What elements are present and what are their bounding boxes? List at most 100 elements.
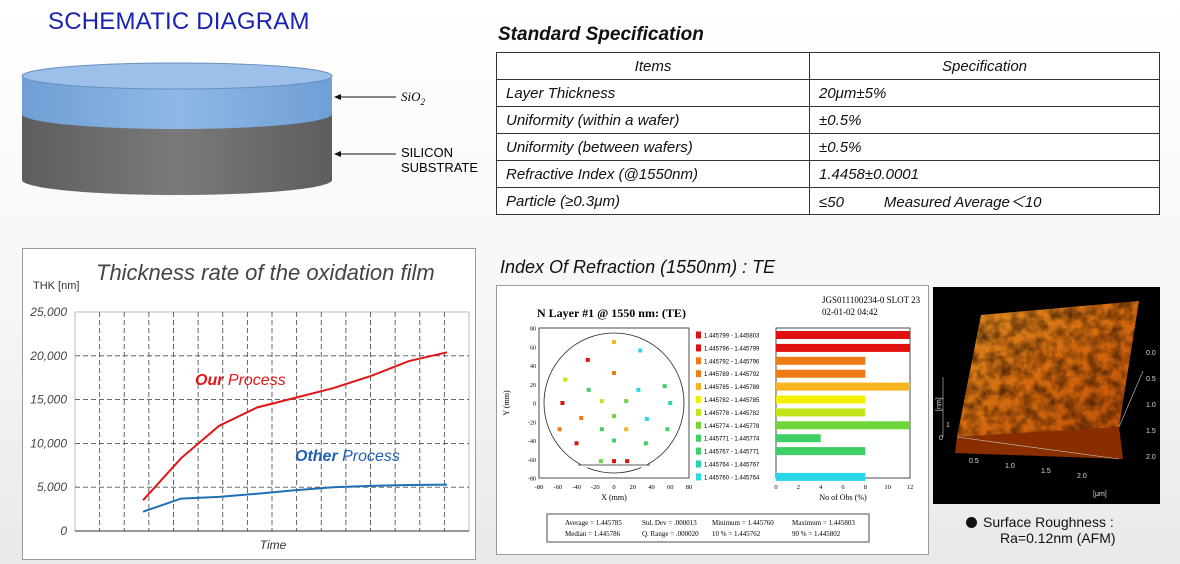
spec-title: Standard Specification	[498, 24, 704, 45]
wafer-ytick: -40	[528, 439, 536, 445]
wafer-point	[612, 438, 616, 443]
wafer-ytick: 0	[533, 402, 536, 408]
y-tick-label: 5,000	[37, 480, 67, 494]
y-tick-label: 15,000	[30, 393, 67, 407]
histogram-tick: 0	[774, 484, 777, 491]
wafer-ytick: 40	[530, 364, 536, 370]
spec-value: 20μm±5%	[809, 79, 1160, 107]
wafer-ytick: 80	[530, 327, 536, 333]
histogram-tick: 8	[864, 484, 867, 491]
histogram-bars	[776, 331, 910, 481]
legend-range: 1.445799 - 1.445803	[704, 334, 760, 340]
legend-swatch	[696, 331, 701, 339]
legend-swatch	[696, 357, 701, 365]
substrate-label-2: SUBSTRATE	[401, 160, 478, 175]
chart-ylabel: THK [nm]	[33, 280, 79, 292]
histogram-bar	[776, 382, 910, 391]
wafer-point	[563, 377, 568, 382]
histogram-tick: 10	[884, 484, 891, 491]
histogram-bar	[776, 421, 910, 430]
table-row: Refractive Index (@1550nm) 1.4458±0.0001	[496, 160, 1160, 188]
wafer-yticks: -80 -60 -40 -20 0 20 40 60 80	[528, 327, 536, 483]
roughness-caption: Surface Roughness : Ra=0.12nm (AFM)	[966, 514, 1166, 546]
refraction-panel: N Layer #1 @ 1550 nm: (TE) JGS011100234-…	[496, 285, 929, 555]
y-tick-label: 20,000	[29, 349, 67, 363]
afm-tick-bottom: 1.5	[1041, 468, 1051, 475]
stat-minimum: Minimum = 1.445760	[712, 519, 774, 527]
refraction-plot: N Layer #1 @ 1550 nm: (TE) JGS011100234-…	[502, 295, 921, 543]
wafer-xtick: -60	[553, 484, 562, 491]
stat-average: Average = 1.445785	[565, 519, 622, 527]
histogram-bar	[776, 408, 866, 417]
wafer-ytick: 20	[530, 383, 536, 389]
wafer-xlabel: X (mm)	[601, 493, 627, 502]
chart-series	[142, 351, 448, 513]
wafer-point	[624, 399, 629, 404]
histogram-bar	[776, 343, 910, 352]
table-row: Particle (≥0.3μm) ≤50 Measured Average＜10	[496, 187, 1160, 215]
legend-swatch	[696, 408, 701, 416]
legend-range: 1.445760 - 1.445764	[704, 475, 760, 481]
refraction-legend: 1.445799 - 1.445803 1.445796 - 1.445799 1.…	[696, 331, 760, 481]
wafer-point	[598, 459, 603, 464]
afm-tick-right: 1.5	[1146, 428, 1156, 435]
legend-swatch	[696, 460, 701, 468]
wafer-point	[638, 348, 643, 353]
refraction-meta-1: JGS011100234-0 SLOT 23	[822, 295, 921, 305]
table-row: Layer Thickness 20μm±5%	[496, 79, 1160, 107]
wafer-point	[599, 427, 604, 432]
legend-range: 1.445774 - 1.445778	[704, 424, 760, 430]
thickness-chart: THK [nm] Thickness rate of the oxidation…	[29, 260, 470, 552]
wafer-xtick: -20	[591, 484, 600, 491]
afm-zero: 0	[939, 435, 943, 442]
legend-swatch	[696, 434, 701, 442]
y-tick-label: 0	[60, 524, 67, 538]
legend-range: 1.445767 - 1.445771	[704, 450, 760, 456]
afm-unit: [μm]	[1093, 491, 1107, 498]
histogram-bar	[776, 395, 866, 404]
afm-side-face	[955, 427, 1123, 459]
wafer-xtick: 60	[667, 484, 674, 491]
legend-range: 1.445771 - 1.445774	[704, 437, 760, 443]
wafer-point	[668, 401, 673, 405]
series-line	[142, 351, 448, 502]
afm-unit-left: [nm]	[936, 397, 943, 411]
wafer-schematic: SiO2 SILICON SUBSTRATE	[21, 62, 478, 195]
spec-value: ±0.5%	[809, 133, 1160, 161]
legend-swatch	[696, 421, 701, 429]
stats-box	[546, 513, 870, 543]
spec-value: 1.4458±0.0001	[809, 160, 1160, 188]
histogram-tick: 4	[819, 484, 823, 491]
afm-tick-right: 0.0	[1146, 350, 1156, 357]
wafer-xtick: -40	[572, 484, 581, 491]
wafer-point	[612, 340, 616, 345]
wafer-point	[662, 384, 667, 389]
wafer-xtick: 80	[686, 484, 693, 491]
wafer-ylabel: Y (mm)	[502, 390, 511, 416]
stat-median: Median = 1.445786	[565, 530, 621, 538]
wafer-xtick: 20	[630, 484, 637, 491]
spec-item: Uniformity (between wafers)	[496, 133, 810, 161]
histogram-bar	[776, 434, 821, 443]
legend-swatch	[696, 370, 701, 378]
afm-tick-bottom: 2.0	[1077, 473, 1087, 480]
histogram-bar	[776, 447, 866, 456]
legend-swatch	[696, 447, 701, 455]
spec-value: ±0.5%	[809, 106, 1160, 134]
stat-p90: 90 % = 1.445802	[792, 530, 841, 538]
afm-ticks-right: 0.0 0.5 1.0 1.5 2.0	[1146, 350, 1156, 461]
sio2-label: SiO2	[401, 89, 426, 107]
wafer-points	[557, 340, 673, 464]
stat-qrange: Q. Range = .000020	[642, 530, 699, 538]
wafer-point	[665, 427, 670, 432]
spec-value: ≤50 Measured Average＜10	[809, 187, 1160, 215]
legend-swatch	[696, 396, 701, 403]
thickness-chart-panel: THK [nm] Thickness rate of the oxidation…	[22, 248, 476, 560]
histogram-tick: 2	[797, 484, 800, 491]
legend-swatch	[696, 473, 701, 481]
histogram-xlabel: No of Obs (%)	[819, 493, 867, 502]
spec-item: Layer Thickness	[496, 79, 810, 107]
afm-tick-right: 1.0	[1146, 402, 1156, 409]
legend-range: 1.445764 - 1.445767	[704, 463, 760, 469]
chart-grid	[74, 311, 470, 532]
